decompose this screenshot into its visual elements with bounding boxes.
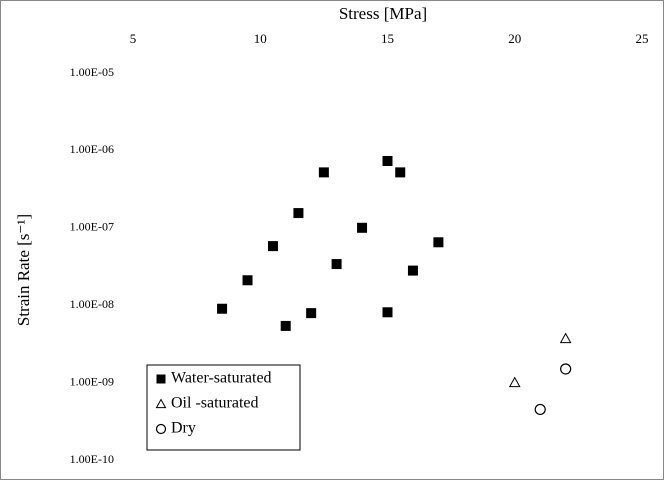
marker-square xyxy=(280,320,291,331)
y-tick-label: 1.00E-10 xyxy=(70,452,114,466)
marker-square xyxy=(217,303,228,314)
marker-square xyxy=(318,167,329,178)
marker-triangle xyxy=(155,398,167,409)
x-tick-label: 20 xyxy=(508,31,521,46)
marker-square xyxy=(331,259,342,270)
y-tick-label: 1.00E-09 xyxy=(70,374,114,388)
y-tick-label: 1.00E-07 xyxy=(70,220,114,234)
marker-circle xyxy=(534,403,546,416)
marker-square xyxy=(382,155,393,166)
marker-square xyxy=(395,167,406,178)
legend-label: Oil -saturated xyxy=(171,395,259,412)
legend-box xyxy=(146,364,301,451)
legend-label: Water-saturated xyxy=(171,370,272,387)
y-tick-label: 1.00E-08 xyxy=(70,297,114,311)
marker-square xyxy=(293,208,304,219)
marker-triangle xyxy=(559,332,572,344)
marker-circle xyxy=(560,363,572,375)
y-axis-label: Strain Rate [s⁻¹] xyxy=(14,214,33,326)
marker-circle xyxy=(155,423,167,435)
marker-triangle xyxy=(508,376,521,388)
marker-square xyxy=(156,374,166,384)
marker-square xyxy=(306,308,317,319)
x-tick-label: 5 xyxy=(130,31,137,46)
y-tick-label: 1.00E-05 xyxy=(70,65,114,79)
marker-square xyxy=(242,275,253,286)
marker-square xyxy=(407,265,418,276)
x-tick-label: 15 xyxy=(381,31,394,46)
marker-square xyxy=(382,307,393,318)
marker-square xyxy=(267,241,278,252)
x-tick-label: 25 xyxy=(636,31,649,46)
marker-square xyxy=(357,222,368,233)
y-tick-label: 1.00E-06 xyxy=(70,142,114,156)
marker-square xyxy=(433,237,444,248)
legend-label: Dry xyxy=(171,420,196,437)
x-tick-label: 10 xyxy=(254,31,267,46)
x-axis-label: Stress [MPa] xyxy=(339,4,427,23)
